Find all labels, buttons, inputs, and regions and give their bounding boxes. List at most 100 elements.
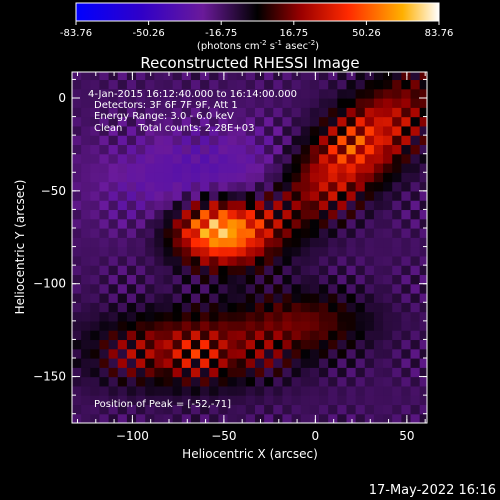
heatmap-cell — [99, 376, 110, 387]
heatmap-cell — [154, 367, 165, 378]
heatmap-cell — [227, 181, 238, 192]
colorbar-tick-label: 50.26 — [352, 28, 381, 39]
heatmap-cell — [410, 246, 421, 257]
heatmap-cell — [200, 72, 210, 81]
heatmap-cell — [264, 163, 274, 173]
x-axis-label: Heliocentric X (arcsec) — [182, 447, 318, 461]
heatmap-cell — [419, 79, 427, 90]
heatmap-cell — [291, 367, 302, 378]
heatmap-cell — [309, 181, 320, 192]
heatmap-cell — [172, 413, 183, 423]
heatmap-cell — [218, 209, 229, 220]
heatmap-cell — [209, 348, 219, 359]
heatmap-cell — [364, 190, 375, 201]
heatmap-cell — [163, 311, 174, 322]
heatmap-cell — [81, 311, 91, 322]
heatmap-cell — [154, 404, 165, 415]
heatmap-cell — [108, 116, 119, 127]
heatmap-cell — [99, 385, 110, 396]
heatmap-cell — [337, 293, 348, 303]
heatmap-cell — [355, 358, 366, 368]
heatmap-cell — [227, 404, 238, 415]
heatmap-cell — [117, 320, 128, 331]
heatmap-cell — [355, 79, 366, 90]
heatmap-cell — [200, 181, 210, 192]
heatmap-cell — [90, 190, 101, 201]
heatmap-cell — [309, 135, 320, 146]
heatmap-cell — [108, 413, 119, 423]
heatmap-cell — [81, 413, 91, 423]
heatmap-cell — [245, 116, 256, 127]
heatmap-cell — [383, 98, 393, 108]
heatmap-cell — [291, 116, 302, 127]
heatmap-cell — [383, 107, 393, 118]
heatmap-cell — [245, 200, 256, 211]
heatmap-cell — [99, 79, 110, 90]
heatmap-cell — [163, 200, 174, 211]
heatmap-cell — [245, 144, 256, 155]
heatmap-cell — [209, 107, 219, 118]
heatmap-cell — [172, 144, 183, 155]
heatmap-cell — [136, 255, 146, 266]
heatmap-cell — [145, 144, 155, 155]
heatmap-cell — [236, 348, 247, 359]
heatmap-cell — [108, 125, 119, 136]
heatmap-cell — [282, 330, 293, 341]
heatmap-cell — [392, 283, 402, 294]
heatmap-cell — [309, 302, 320, 313]
heatmap-cell — [209, 293, 219, 303]
heatmap-cell — [383, 330, 393, 341]
heatmap-cell — [373, 144, 384, 155]
heatmap-cell — [346, 413, 357, 423]
heatmap-cell — [209, 311, 219, 322]
heatmap-cell — [346, 209, 357, 220]
heatmap-cell — [136, 209, 146, 220]
heatmap-cell — [410, 190, 421, 201]
heatmap-cell — [273, 172, 284, 183]
heatmap-cell — [373, 135, 384, 146]
heatmap-cell — [328, 116, 338, 127]
heatmap-cell — [401, 283, 412, 294]
heatmap-cell — [145, 274, 155, 285]
heatmap-cell — [126, 200, 137, 211]
heatmap-cell — [218, 265, 229, 276]
heatmap-cell — [337, 172, 348, 183]
heatmap-cell — [90, 311, 101, 322]
heatmap-cell — [419, 367, 427, 378]
heatmap-cell — [154, 172, 165, 183]
heatmap-cell — [254, 228, 265, 238]
heatmap-cell — [309, 163, 320, 173]
heatmap-cell — [117, 107, 128, 118]
heatmap-cell — [163, 72, 174, 81]
heatmap-cell — [126, 181, 137, 192]
heatmap-cell — [410, 413, 421, 423]
heatmap-cell — [90, 218, 101, 229]
heatmap-cell — [136, 265, 146, 276]
heatmap-cell — [209, 181, 219, 192]
heatmap-cell — [319, 339, 329, 350]
x-tick-label: −50 — [211, 429, 236, 443]
heatmap-cell — [236, 413, 247, 423]
heatmap-cell — [163, 293, 174, 303]
heatmap-cell — [254, 72, 265, 81]
heatmap-cell — [383, 200, 393, 211]
heatmap-cell — [236, 228, 247, 238]
heatmap-cell — [81, 144, 91, 155]
heatmap-cell — [154, 246, 165, 257]
heatmap-cell — [245, 283, 256, 294]
heatmap-cell — [264, 330, 274, 341]
heatmap-cell — [300, 339, 311, 350]
heatmap-cell — [392, 348, 402, 359]
heatmap-cell — [218, 274, 229, 285]
heatmap-cell — [291, 181, 302, 192]
heatmap-cell — [145, 190, 155, 201]
heatmap-cell — [236, 153, 247, 164]
heatmap-cell — [309, 218, 320, 229]
heatmap-cell — [328, 144, 338, 155]
heatmap-cell — [254, 116, 265, 127]
heatmap-cell — [364, 107, 375, 118]
heatmap-cell — [172, 153, 183, 164]
heatmap-cell — [154, 330, 165, 341]
heatmap-cell — [172, 163, 183, 173]
heatmap-cell — [309, 98, 320, 108]
